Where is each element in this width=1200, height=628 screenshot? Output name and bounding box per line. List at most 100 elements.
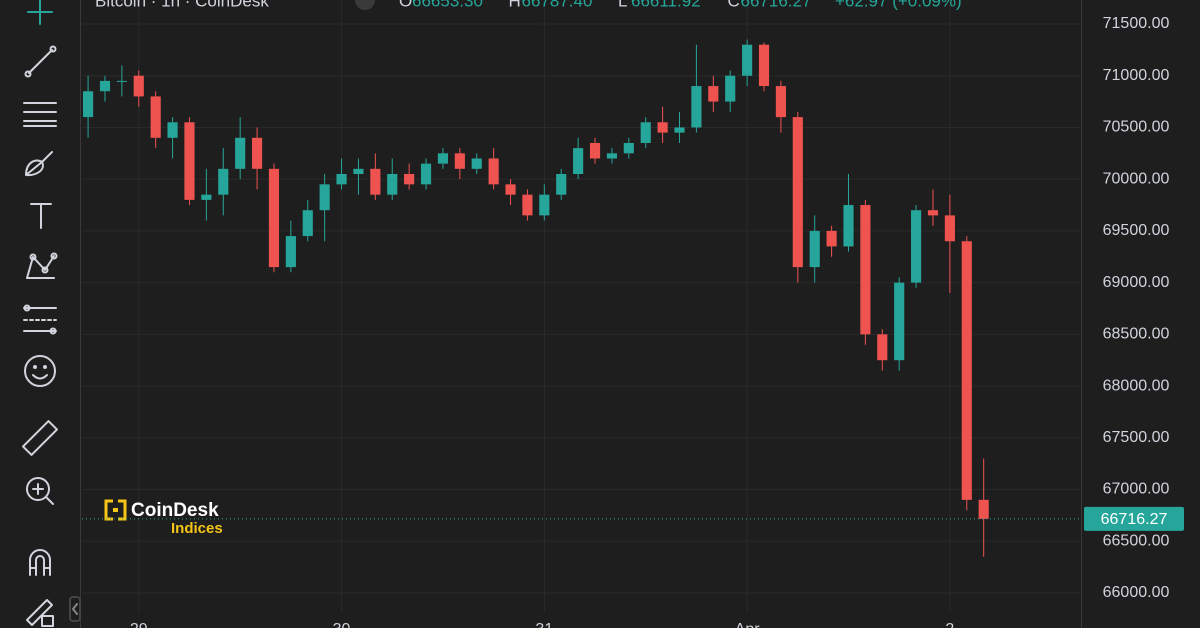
candle-body [792,117,803,268]
collapse-toolbar[interactable] [69,596,81,622]
candle-body [437,153,449,164]
candle-body [201,194,212,200]
candle-body [83,91,94,118]
candle-body [387,174,398,195]
x-tick-label: Apr [735,621,761,628]
candle-body [725,75,736,102]
toolbar [22,0,81,627]
candle-body [336,174,347,185]
candle-body [319,184,330,211]
y-tick-label: 69500.00 [1103,222,1170,239]
y-tick-label: 66000.00 [1103,584,1170,601]
y-tick-label: 69000.00 [1103,274,1170,291]
y-tick-label: 67500.00 [1103,429,1170,446]
candle-body [471,158,482,169]
y-tick-label: 71500.00 [1103,15,1170,32]
projection-tool[interactable] [23,304,57,335]
ohlc-value: 66653.30 [412,0,483,10]
trend-line-tool[interactable] [24,45,57,78]
candle-body [184,122,195,200]
x-tick-label: 31 [535,621,553,628]
candle-body [843,205,854,247]
candle-body [454,153,465,169]
candle-body [691,86,702,128]
candle-body [268,168,280,268]
candle-body [420,163,432,185]
candle-body [640,122,651,143]
y-tick-label: 68500.00 [1103,326,1170,343]
logo-name: CoinDesk [131,500,219,521]
fib-tool[interactable] [23,102,57,127]
ohlc-key: O [399,0,412,10]
candle-body [116,80,127,82]
crosshair-tool[interactable] [27,0,53,25]
candles [83,39,989,557]
candle-body [505,184,516,195]
candle-body [99,80,111,92]
ohlc-key: H [509,0,521,10]
text-tool[interactable] [30,203,52,229]
candle-body [218,168,229,195]
y-tick-label: 66500.00 [1103,532,1170,549]
candle-body [133,75,144,97]
ohlc-legend: O 66653.30 H 66787.40 L 66611.92 C 66716.27 [399,0,811,10]
emoji-tool[interactable] [24,355,56,387]
ohlc-value: 66716.27 [741,0,812,10]
candle-body [860,205,871,335]
candle-body [623,142,634,154]
logo-mark [104,499,127,521]
candle-body [826,230,837,247]
logo-sub: Indices [171,520,223,537]
ohlc-value: 66787.40 [522,0,593,10]
candle-body [235,137,246,169]
x-tick-label: 2 [945,621,954,628]
candle-body [285,236,296,268]
logo-mark-dot [113,508,118,512]
candle-body [606,153,617,159]
ohlc-value: 66611.92 [631,0,701,10]
status-dot [355,0,375,10]
x-tick-label: 29 [130,621,148,628]
brush-tool[interactable] [25,151,53,177]
y-tick-label: 68000.00 [1103,377,1170,394]
candle-body [674,127,685,133]
candle-body [894,282,905,361]
last-price-label: 66716.27 [1101,511,1168,528]
chart-title: Bitcoin · 1h · CoinDesk [95,0,269,10]
candle-body [911,210,922,283]
candle-body [353,168,364,174]
y-tick-label: 71000.00 [1103,67,1170,84]
candle-body [657,122,668,133]
ohlc-key: C [728,0,740,10]
x-tick-label: 30 [333,621,351,628]
y-tick-label: 67000.00 [1103,481,1170,498]
zoom-tool[interactable] [26,477,54,505]
y-tick-label: 70500.00 [1103,119,1170,136]
candle-body [944,215,955,242]
pattern-tool[interactable] [26,252,58,279]
candle-body [589,142,601,159]
candle-body [775,86,786,118]
candle-body [877,334,888,361]
candle-body [150,96,161,138]
candle-body [978,499,989,519]
ruler-tool[interactable] [22,420,58,456]
candle-body [370,168,381,195]
candle-body [302,210,313,237]
candle-body [488,158,499,185]
candle-body [708,86,719,102]
candle-body [927,210,939,216]
magnet-tool[interactable] [29,549,51,576]
candle-body [404,174,415,185]
candle-body [251,137,263,169]
ohlc-key: L [618,0,627,10]
lock-draw-tool[interactable] [26,599,54,627]
candle-body [556,174,567,195]
candle-body [167,122,178,138]
candle-body [758,44,770,87]
coindesk-logo: CoinDesk Indices [104,499,223,537]
candle-body [522,194,533,216]
last-price-box [1084,506,1184,531]
